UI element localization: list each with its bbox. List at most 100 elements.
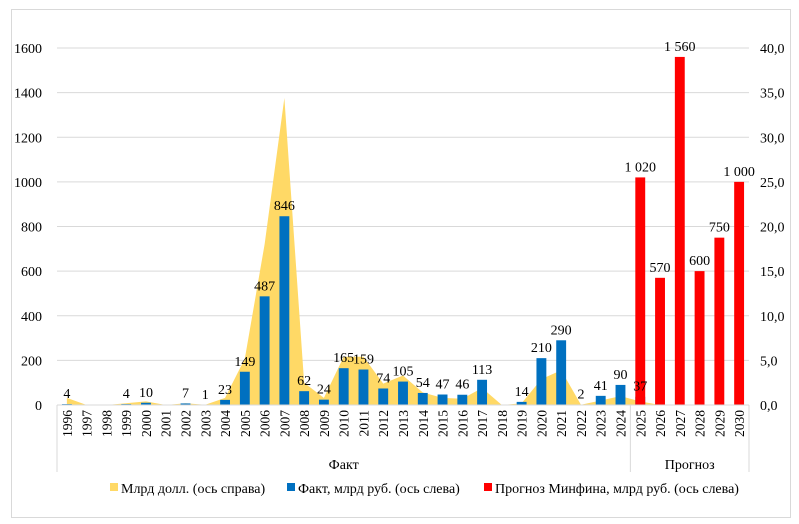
- data-label-2029: 750: [709, 221, 730, 236]
- legend-label: Млрд долл. (ось справа): [121, 482, 265, 497]
- x-tick-label: 2006: [258, 410, 273, 437]
- x-tick-label: 2009: [317, 410, 332, 437]
- x-tick-label: 2011: [356, 410, 371, 437]
- left-axis-tick-label: 1400: [14, 87, 42, 102]
- right-axis-ticks: 0,0 5,0 10,0 15,0 20,0 25,0 30,0 35,0 40,0: [760, 42, 785, 414]
- bar-2027: [674, 56, 685, 406]
- data-label-2022: 2: [577, 388, 584, 403]
- axes: [56, 404, 750, 472]
- left-axis-tick-label: 400: [21, 310, 42, 325]
- x-tick-label: 2015: [436, 410, 451, 437]
- bar-2017: [477, 379, 488, 405]
- data-label-2010: 165: [333, 351, 354, 366]
- data-label-2024: 90: [613, 368, 627, 383]
- bar-2012: [378, 388, 389, 405]
- data-label-2026: 570: [650, 261, 671, 276]
- data-label-2000: 10: [139, 386, 153, 401]
- left-axis-tick-label: 800: [21, 221, 42, 236]
- bar-2010: [338, 368, 349, 405]
- legend-label: Прогноз Минфина, млрд руб. (ось слева): [495, 482, 739, 497]
- x-tick-label: 1999: [119, 410, 134, 437]
- bar-2019: [516, 401, 527, 405]
- data-label-2011: 159: [353, 353, 374, 368]
- bar-2024: [615, 384, 626, 405]
- right-axis-tick-label: 0,0: [760, 399, 778, 414]
- x-tick-label: 2017: [475, 410, 490, 437]
- x-tick-label: 1997: [80, 410, 95, 437]
- data-label-2014: 54: [416, 376, 430, 391]
- data-label-2009: 24: [317, 383, 331, 398]
- legend-swatch: [287, 483, 295, 491]
- bar-2028: [694, 271, 705, 405]
- data-label-2005: 149: [234, 355, 255, 370]
- bar-2021: [556, 340, 567, 405]
- x-tick-label: 2012: [376, 410, 391, 437]
- bar-2013: [398, 381, 408, 405]
- right-axis-tick-label: 5,0: [760, 354, 778, 369]
- bar-2023: [595, 395, 606, 405]
- x-tick-label: 2023: [594, 410, 609, 437]
- left-axis-ticks: 0 200 400 600 800 1000 1200 1400 1600: [14, 42, 42, 414]
- x-tick-label: 2022: [574, 410, 589, 437]
- bar-2011: [358, 369, 369, 405]
- data-label-2023: 41: [594, 379, 608, 394]
- chart-frame: [11, 9, 791, 518]
- data-label-2006: 487: [254, 279, 275, 294]
- bar-2004: [220, 399, 230, 405]
- bar-2008: [299, 391, 310, 405]
- left-axis-tick-label: 200: [21, 354, 42, 369]
- data-label-2021: 290: [551, 323, 572, 338]
- data-label-2019: 14: [515, 385, 529, 400]
- x-tick-label: 1998: [99, 410, 114, 437]
- x-axis-groups: Факт Прогноз: [329, 405, 715, 473]
- data-label-1996: 4: [63, 387, 70, 402]
- bar-2026: [655, 277, 665, 405]
- bar-2014: [417, 392, 428, 405]
- x-tick-label: 2007: [277, 410, 292, 437]
- left-axis-tick-label: 1600: [14, 42, 42, 57]
- x-tick-label: 2030: [732, 410, 747, 437]
- right-axis-tick-label: 25,0: [760, 176, 785, 191]
- left-axis-tick-label: 1000: [14, 176, 42, 191]
- bar-2005: [239, 371, 250, 405]
- x-tick-label: 2021: [554, 410, 569, 437]
- x-tick-label: 2000: [139, 410, 154, 437]
- x-tick-label: 2019: [515, 410, 530, 437]
- legend-label: Факт, млрд руб. (ось слева): [298, 482, 460, 497]
- data-label-2012: 74: [376, 371, 390, 386]
- bar-2020: [536, 358, 547, 405]
- x-tick-label: 2024: [613, 410, 628, 437]
- left-axis-tick-label: 1200: [14, 131, 42, 146]
- x-tick-label: 2026: [653, 410, 668, 437]
- x-axis-labels: 1996 1997 1998 1999 2000 2001 2002 2003 2004 2005…: [60, 410, 747, 437]
- data-label-2015: 47: [436, 378, 450, 393]
- data-label-2003: 1: [202, 388, 209, 403]
- x-tick-label: 2028: [693, 410, 708, 437]
- bar-series: [61, 56, 745, 406]
- legend-swatch: [484, 483, 492, 491]
- bar-2025: [635, 177, 646, 405]
- x-tick-label: 2029: [712, 410, 727, 437]
- bar-2000: [141, 402, 151, 405]
- x-tick-label: 2020: [534, 410, 549, 437]
- data-label-1999: 4: [123, 387, 130, 402]
- legend: Млрд долл. (ось справа) Факт, млрд руб. (…: [110, 482, 739, 497]
- x-tick-label: 1996: [60, 410, 75, 437]
- x-tick-label: 2003: [198, 410, 213, 437]
- x-tick-label: 2010: [337, 410, 352, 437]
- x-tick-label: 2016: [455, 410, 470, 437]
- data-label-2004: 23: [218, 383, 232, 398]
- data-label-2007: 846: [274, 199, 295, 214]
- data-label-2002: 7: [182, 386, 189, 401]
- data-label-2017: 113: [472, 363, 492, 378]
- data-label-2020: 210: [531, 341, 552, 356]
- x-tick-label: 2025: [633, 410, 648, 437]
- bar-2016: [457, 394, 468, 405]
- bar-2006: [259, 296, 270, 405]
- data-label-2027: 1 560: [664, 40, 696, 55]
- right-axis-tick-label: 30,0: [760, 131, 785, 146]
- data-label-2030: 1 000: [723, 165, 755, 180]
- x-tick-label: 2005: [238, 410, 253, 437]
- x-tick-label: 2001: [159, 410, 174, 437]
